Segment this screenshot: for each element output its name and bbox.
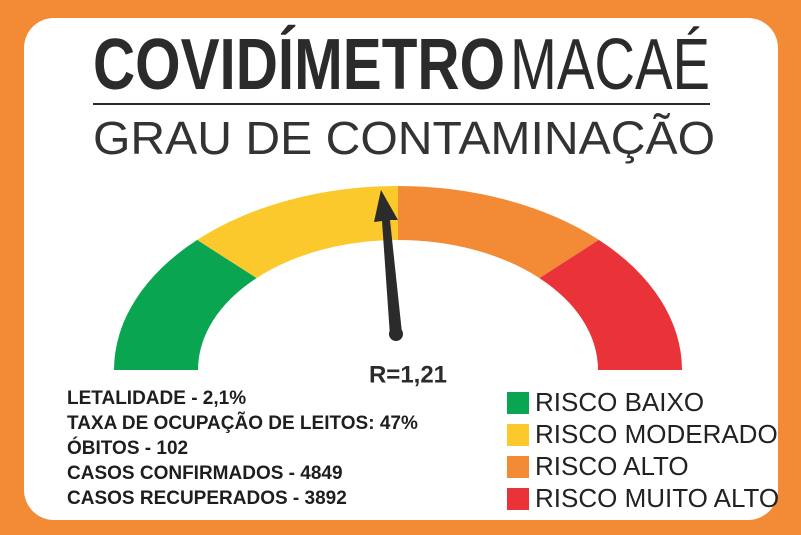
reading: R=1,21 <box>369 361 447 388</box>
stat: ÓBITOS - 102 <box>67 437 188 459</box>
stat: TAXA DE OCUPAÇÃO DE LEITOS: 47% <box>67 412 418 434</box>
gauge-segment <box>539 239 682 370</box>
subtitle: GRAU DE CONTAMINAÇÃO <box>93 112 715 164</box>
legend-swatch <box>507 424 529 446</box>
legend-swatch <box>507 456 529 478</box>
city: MACAÉ <box>510 25 710 105</box>
gauge-segment <box>398 186 599 279</box>
legend-swatch <box>507 488 529 510</box>
legend-label: RISCO MUITO ALTO <box>535 483 779 513</box>
stat: LETALIDADE - 2,1% <box>67 388 246 409</box>
gauge-segment <box>114 239 257 370</box>
stats: LETALIDADE - 2,1% TAXA DE OCUPAÇÃO DE LEI… <box>67 388 418 509</box>
legend-label: RISCO ALTO <box>535 451 689 481</box>
needle <box>374 190 402 338</box>
legend-label: RISCO BAIXO <box>535 387 704 417</box>
title: COVIDÍMETRO <box>93 25 505 105</box>
legend-swatch <box>507 392 529 414</box>
legend-label: RISCO MODERADO <box>535 419 778 449</box>
stat: CASOS RECUPERADOS - 3892 <box>67 488 347 509</box>
stat: CASOS CONFIRMADOS - 4849 <box>67 463 343 484</box>
panel <box>24 18 778 520</box>
gauge-segment <box>197 186 398 279</box>
gauge <box>114 186 682 370</box>
needle-pivot <box>389 327 403 341</box>
